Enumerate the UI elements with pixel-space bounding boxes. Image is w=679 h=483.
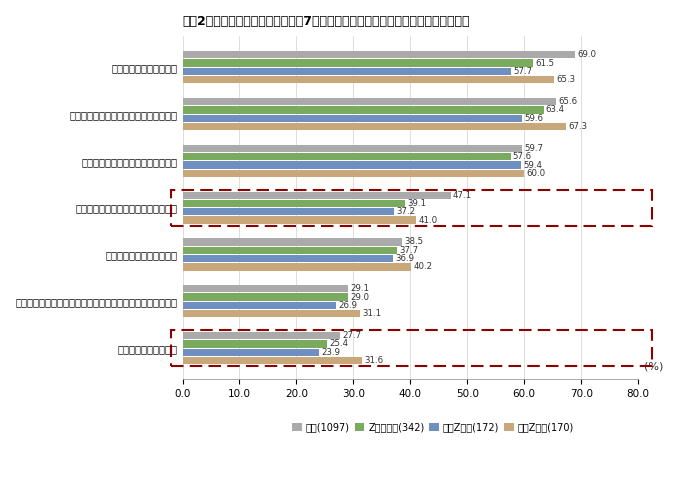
Bar — [183, 170, 524, 177]
Text: 63.4: 63.4 — [546, 105, 565, 114]
Bar — [183, 285, 348, 292]
Text: 65.6: 65.6 — [558, 97, 577, 106]
Bar — [183, 114, 522, 122]
Bar — [183, 293, 348, 301]
Text: 59.6: 59.6 — [524, 114, 543, 123]
Text: 25.4: 25.4 — [329, 340, 348, 348]
Bar — [183, 200, 405, 207]
Bar — [183, 340, 327, 347]
Text: 23.9: 23.9 — [321, 348, 340, 356]
Bar — [183, 51, 575, 58]
Bar — [183, 98, 556, 105]
Bar — [183, 216, 416, 224]
Text: 41.0: 41.0 — [418, 215, 437, 225]
Bar — [183, 238, 402, 246]
Text: 59.4: 59.4 — [523, 160, 542, 170]
Text: 31.6: 31.6 — [365, 356, 384, 365]
Text: 36.9: 36.9 — [395, 254, 414, 263]
Text: 38.5: 38.5 — [404, 238, 423, 246]
Text: 67.3: 67.3 — [568, 122, 587, 131]
Bar — [183, 255, 392, 262]
Text: 61.5: 61.5 — [535, 58, 554, 68]
Text: 29.1: 29.1 — [350, 284, 369, 293]
Text: 37.2: 37.2 — [397, 207, 416, 216]
Bar — [183, 247, 397, 254]
Text: 39.1: 39.1 — [407, 199, 426, 208]
Bar — [183, 349, 318, 356]
Legend: 全体(1097), Z世代全体(342), 男性Z世代(172), 女性Z世代(170): 全体(1097), Z世代全体(342), 男性Z世代(172), 女性Z世代(… — [289, 418, 578, 436]
Bar — [183, 68, 511, 75]
Bar — [183, 192, 451, 199]
Text: 57.7: 57.7 — [513, 67, 532, 76]
Text: 27.7: 27.7 — [342, 331, 362, 340]
Text: 40.2: 40.2 — [414, 262, 433, 271]
Text: (%): (%) — [644, 361, 663, 371]
Text: 26.9: 26.9 — [338, 301, 357, 310]
Text: 37.7: 37.7 — [399, 246, 419, 255]
Bar — [183, 145, 522, 152]
Bar — [183, 161, 521, 169]
Bar — [183, 332, 340, 339]
Text: 31.1: 31.1 — [362, 309, 381, 318]
Bar — [183, 310, 360, 317]
Bar — [183, 208, 394, 215]
Bar — [183, 302, 335, 309]
Bar — [183, 263, 411, 270]
Bar — [183, 357, 363, 364]
Bar — [183, 123, 566, 130]
Text: 57.6: 57.6 — [513, 152, 532, 161]
Text: 59.7: 59.7 — [525, 144, 544, 153]
Text: 60.0: 60.0 — [526, 169, 546, 178]
Text: 29.0: 29.0 — [350, 293, 369, 301]
Text: 65.3: 65.3 — [557, 75, 576, 84]
Text: 47.1: 47.1 — [453, 191, 472, 199]
Text: 【図2】メリットに感じる理由上位7項目（生涯独身にメリットを感じる人ベース）: 【図2】メリットに感じる理由上位7項目（生涯独身にメリットを感じる人ベース） — [183, 15, 470, 28]
Bar — [183, 153, 511, 160]
Text: 69.0: 69.0 — [578, 50, 597, 59]
Bar — [183, 76, 554, 84]
Bar — [183, 59, 533, 67]
Bar — [183, 106, 543, 114]
